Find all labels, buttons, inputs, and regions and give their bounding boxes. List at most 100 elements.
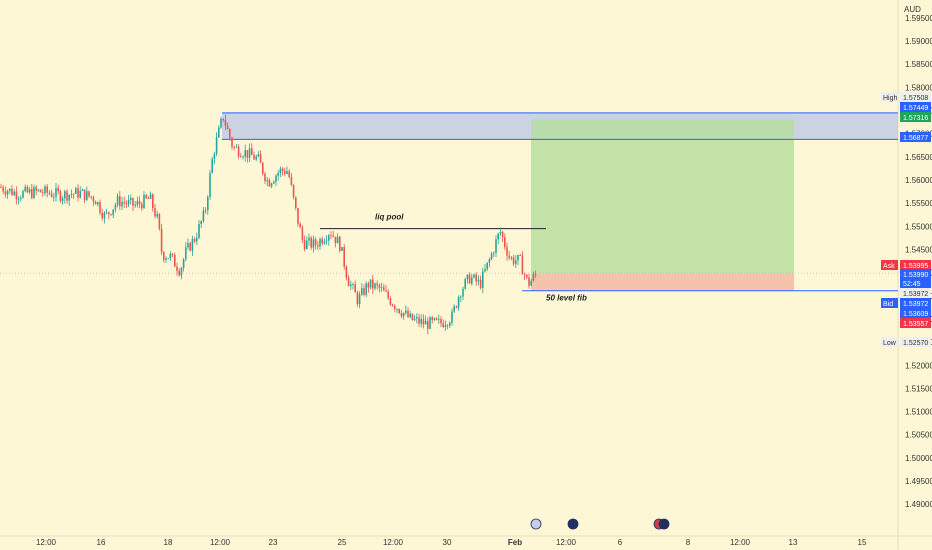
candle-body bbox=[391, 304, 394, 306]
x-tick-label: 15 bbox=[858, 538, 867, 547]
candle-body bbox=[196, 237, 198, 242]
candle-body bbox=[306, 240, 308, 250]
candle-body bbox=[418, 317, 420, 324]
candle-body bbox=[438, 319, 440, 320]
y-tick-label: 1.58500 bbox=[905, 60, 932, 69]
price-tag-box bbox=[900, 288, 931, 298]
candle-body bbox=[369, 279, 372, 288]
candle-body bbox=[178, 270, 180, 276]
y-tick-label: 1.52000 bbox=[905, 361, 932, 370]
candle-body bbox=[130, 197, 132, 201]
candle-body bbox=[191, 239, 194, 251]
price-tag-value: 1.53995 bbox=[903, 263, 928, 270]
candle-body bbox=[187, 242, 189, 248]
candle-body bbox=[50, 193, 53, 197]
candle-body bbox=[26, 186, 29, 193]
candle-body bbox=[255, 156, 257, 160]
candle-body bbox=[160, 228, 163, 252]
candle-body bbox=[119, 196, 121, 207]
candle-body bbox=[449, 322, 451, 326]
candle-body bbox=[328, 235, 330, 241]
economic-event-icon[interactable] bbox=[658, 518, 670, 530]
x-tick-label: 30 bbox=[443, 538, 452, 547]
candle-body bbox=[79, 190, 81, 198]
x-tick-label: 12:00 bbox=[383, 538, 404, 547]
candle-body bbox=[24, 186, 26, 192]
x-tick-label: Feb bbox=[508, 538, 522, 547]
candle-body bbox=[86, 191, 88, 201]
candle-body bbox=[53, 196, 55, 198]
candle-body bbox=[279, 168, 282, 173]
y-tick-label: 1.51500 bbox=[905, 384, 932, 393]
candle-body bbox=[332, 235, 334, 237]
candle-body bbox=[435, 318, 438, 320]
candle-body bbox=[259, 154, 262, 163]
lightning-event-icon[interactable] bbox=[530, 518, 542, 530]
candle-body bbox=[376, 283, 378, 286]
candle-body bbox=[44, 186, 46, 194]
candle-body bbox=[180, 268, 183, 276]
price-tag-box bbox=[900, 132, 931, 142]
candle-body bbox=[464, 279, 466, 289]
candle-body bbox=[33, 187, 35, 198]
price-tag-box bbox=[900, 102, 931, 112]
candle-body bbox=[262, 162, 264, 174]
candle-body bbox=[145, 194, 147, 198]
candle-body bbox=[248, 148, 251, 158]
candle-body bbox=[123, 201, 125, 204]
price-tag-label: Low bbox=[883, 340, 897, 347]
candle-body bbox=[251, 148, 253, 155]
candle-body bbox=[431, 317, 433, 320]
candle-body bbox=[521, 255, 524, 275]
candle-body bbox=[97, 202, 99, 205]
candle-body bbox=[319, 239, 321, 247]
candle-body bbox=[411, 313, 414, 320]
candle-body bbox=[347, 277, 350, 287]
candle-body bbox=[402, 312, 405, 317]
candle-body bbox=[477, 279, 480, 282]
candle-body bbox=[352, 284, 354, 285]
candle-body bbox=[523, 274, 526, 276]
price-tag-value: 1.57449 bbox=[903, 105, 928, 112]
candle-body bbox=[57, 188, 59, 192]
candle-body bbox=[358, 294, 361, 304]
y-tick-label: 1.50000 bbox=[905, 454, 932, 463]
candle-body bbox=[207, 197, 209, 211]
candle-body bbox=[416, 317, 418, 319]
candle-body bbox=[61, 198, 64, 201]
candle-body bbox=[451, 311, 453, 323]
dividend-event-icon[interactable] bbox=[567, 518, 579, 530]
price-tag-value: 1.52570 bbox=[903, 340, 928, 347]
candle-body bbox=[11, 188, 13, 196]
candle-body bbox=[257, 154, 260, 157]
price-tag-value: 1.53990 bbox=[903, 272, 928, 279]
candle-body bbox=[374, 283, 376, 289]
candle-body bbox=[174, 254, 176, 267]
candle-body bbox=[385, 290, 387, 292]
candle-body bbox=[224, 120, 227, 126]
price-tag-value: 1.56877 bbox=[903, 135, 928, 142]
candle-body bbox=[310, 237, 312, 248]
price-tag-label-box bbox=[881, 337, 898, 347]
candle-body bbox=[534, 274, 537, 276]
candle-body bbox=[94, 201, 97, 205]
candle-body bbox=[495, 239, 497, 253]
candle-body bbox=[2, 187, 4, 192]
x-tick-label: 13 bbox=[789, 538, 798, 547]
candle-body bbox=[444, 325, 447, 327]
y-tick-label: 1.56000 bbox=[905, 176, 932, 185]
candle-body bbox=[72, 193, 75, 195]
candle-body bbox=[526, 274, 528, 278]
candle-body bbox=[92, 197, 95, 202]
candle-body bbox=[429, 317, 431, 329]
candle-body bbox=[422, 319, 425, 325]
candle-body bbox=[299, 223, 301, 228]
candle-body bbox=[169, 253, 172, 259]
candle-body bbox=[127, 200, 130, 205]
candle-body bbox=[193, 239, 196, 242]
price-tag-label: Ask bbox=[883, 263, 895, 270]
candle-body bbox=[350, 284, 352, 287]
candle-body bbox=[484, 269, 486, 272]
